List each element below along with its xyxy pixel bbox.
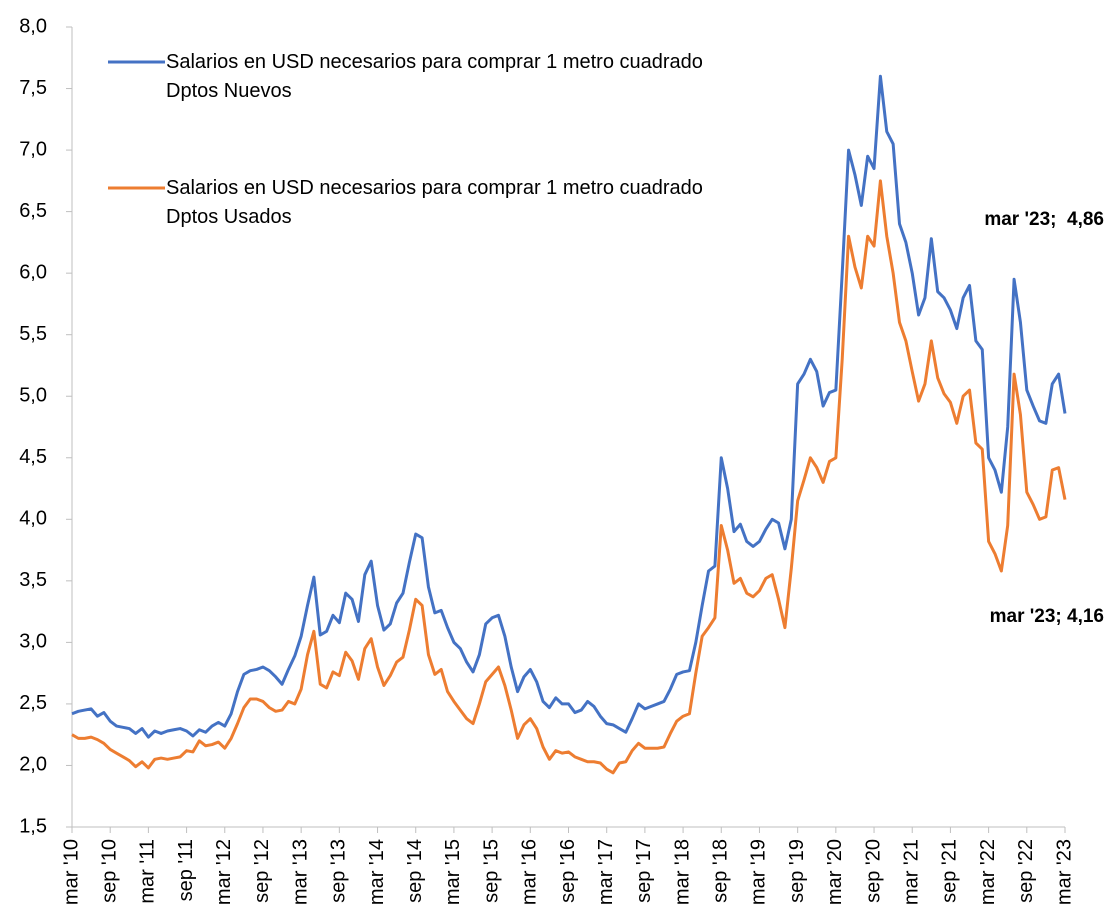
x-tick-label: mar '19 <box>748 839 770 905</box>
x-tick-label: sep '20 <box>862 839 884 903</box>
y-tick-label: 4,0 <box>19 508 47 530</box>
x-tick-label: sep '15 <box>480 839 502 903</box>
x-tick-label: sep '13 <box>328 839 350 903</box>
x-tick-label: sep '21 <box>939 839 961 903</box>
y-tick-label: 1,5 <box>19 815 47 837</box>
y-tick-label: 3,0 <box>19 631 47 653</box>
annotation: mar '23; 4,86 <box>984 209 1104 230</box>
series-line <box>71 74 1067 739</box>
x-tick-label: mar '15 <box>442 839 464 905</box>
x-tick-label: mar '23 <box>1053 839 1075 905</box>
x-tick-label: mar '14 <box>366 839 388 905</box>
x-tick-label: mar '16 <box>519 839 541 905</box>
x-tick-label: sep '16 <box>557 839 579 903</box>
x-tick-label: mar '12 <box>213 839 235 905</box>
x-tick-label: mar '10 <box>60 839 82 905</box>
legend-label: Salarios en USD necesarios para comprar … <box>166 51 703 102</box>
series-line <box>71 179 1067 775</box>
y-tick-label: 5,5 <box>19 323 47 345</box>
x-tick-label: mar '11 <box>137 839 159 904</box>
x-tick-label: sep '12 <box>251 839 273 903</box>
y-tick-label: 3,5 <box>19 569 47 591</box>
x-tick-label: sep '18 <box>710 839 732 903</box>
x-tick-label: mar '20 <box>824 839 846 905</box>
x-tick-label: sep '19 <box>786 839 808 903</box>
y-tick-label: 7,0 <box>19 138 47 160</box>
y-tick-label: 5,0 <box>19 385 47 407</box>
y-tick-label: 2,5 <box>19 692 47 714</box>
x-tick-label: mar '21 <box>901 839 923 905</box>
y-tick-label: 6,0 <box>19 261 47 283</box>
x-tick-label: sep '11 <box>175 839 197 901</box>
x-tick-label: mar '22 <box>977 839 999 905</box>
y-tick-label: 6,5 <box>19 200 47 222</box>
annotation: mar '23; 4,16 <box>990 606 1104 627</box>
legend-label: Salarios en USD necesarios para comprar … <box>166 177 703 228</box>
y-tick-label: 7,5 <box>19 77 47 99</box>
x-tick-label: sep '22 <box>1015 839 1037 903</box>
y-tick-label: 2,0 <box>19 754 47 776</box>
y-tick-label: 8,0 <box>19 15 47 37</box>
x-tick-label: sep '17 <box>633 839 655 903</box>
x-tick-label: mar '17 <box>595 839 617 905</box>
x-tick-label: mar '18 <box>671 839 693 905</box>
x-tick-label: sep '10 <box>98 839 120 903</box>
x-tick-label: mar '13 <box>289 839 311 905</box>
x-tick-label: sep '14 <box>404 839 426 903</box>
y-tick-label: 4,5 <box>19 446 47 468</box>
